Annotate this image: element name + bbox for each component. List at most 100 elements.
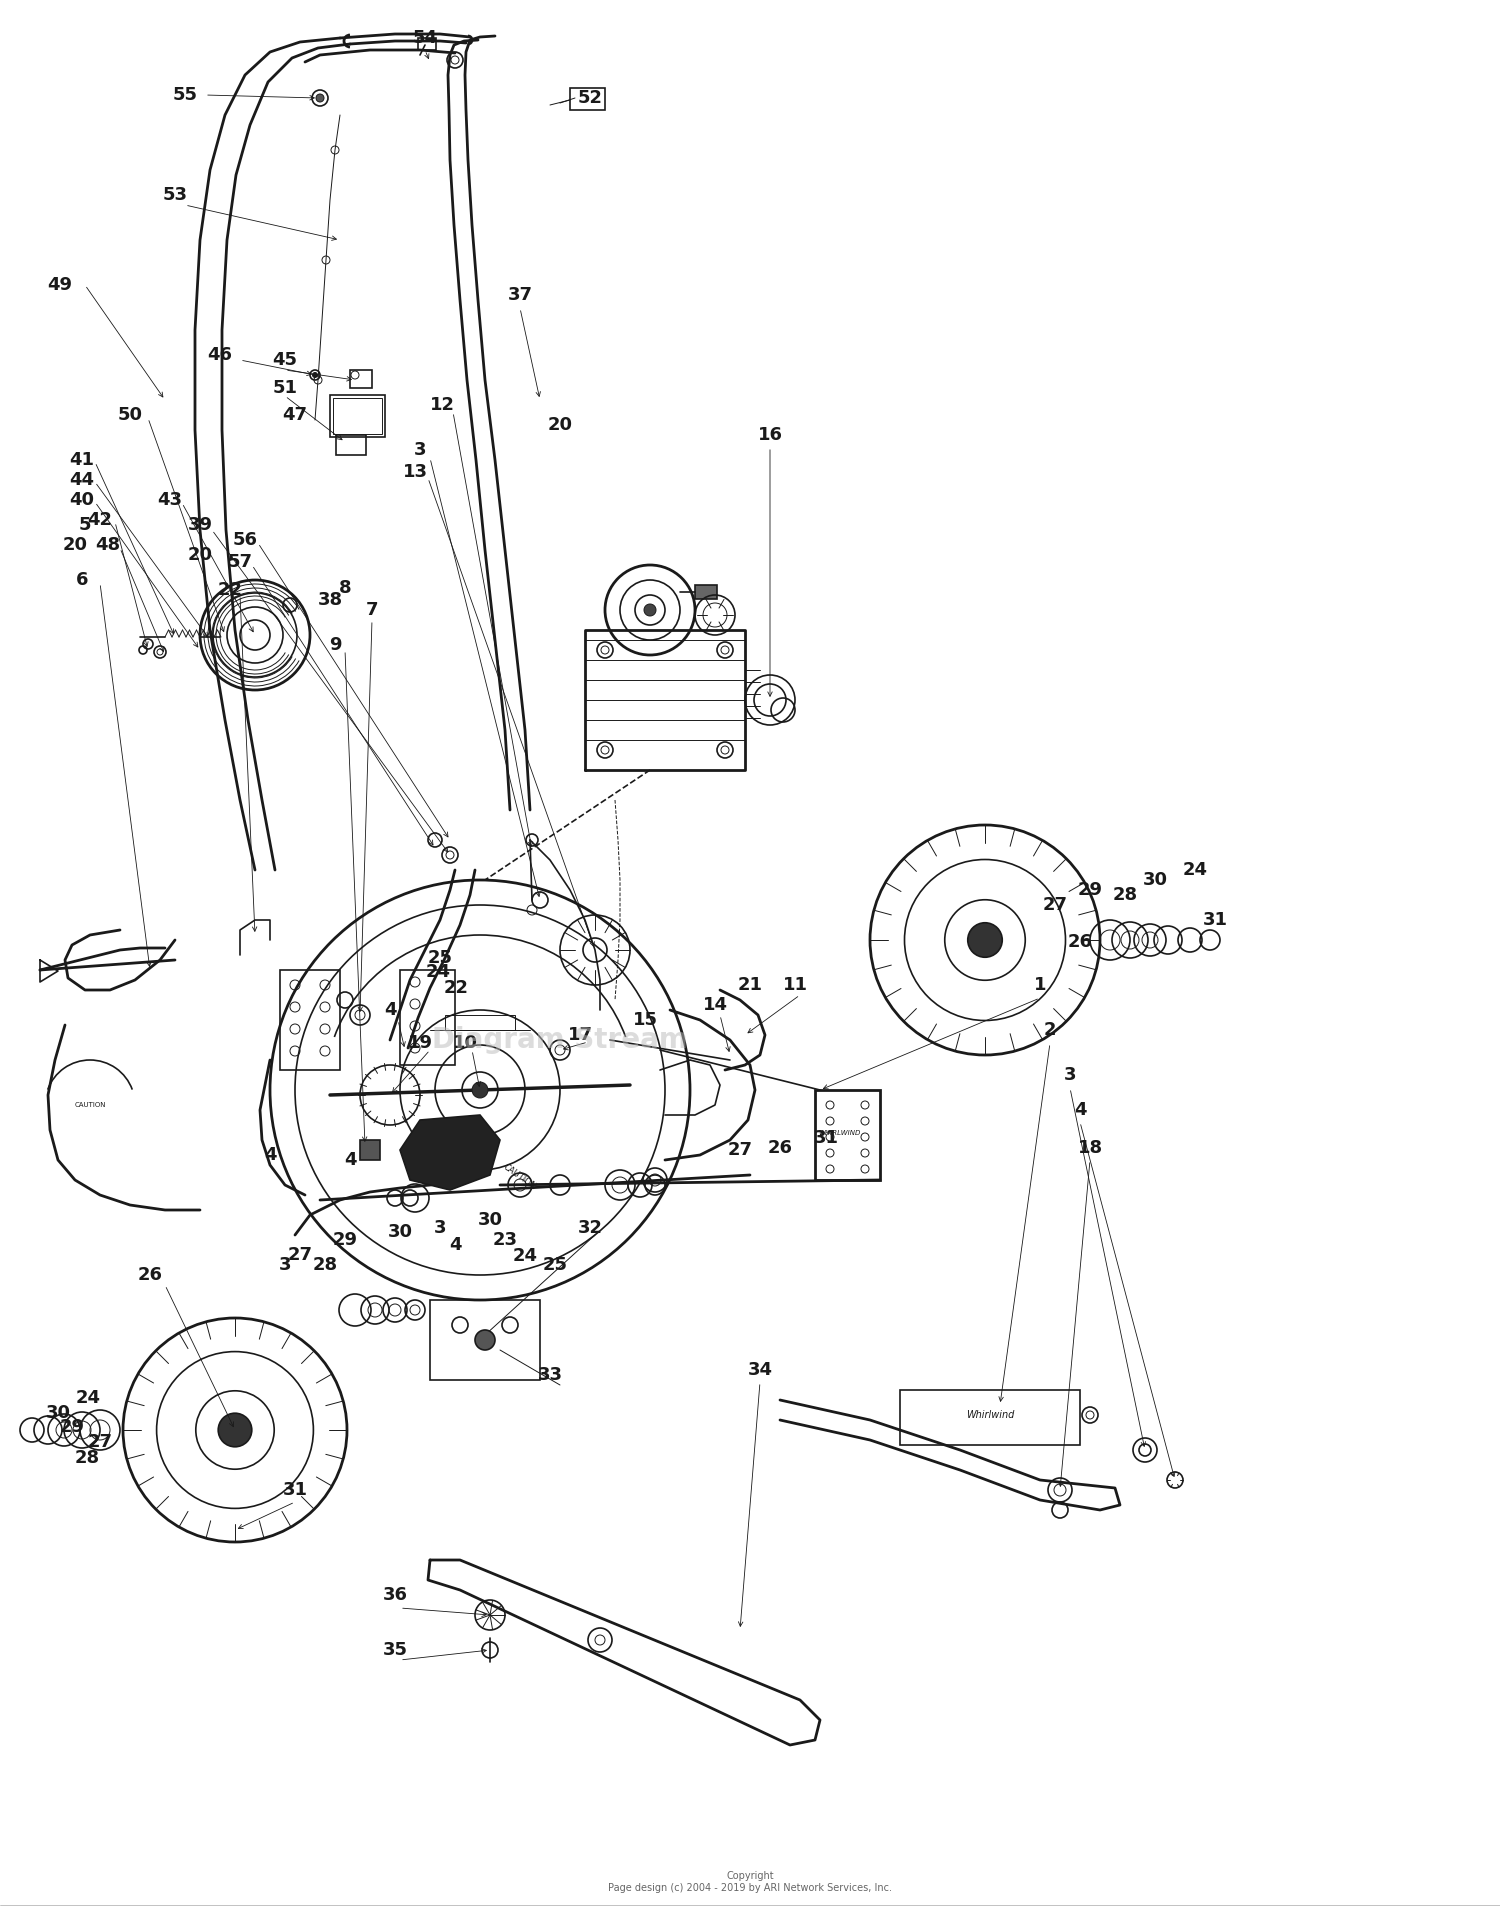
- Text: 20: 20: [63, 536, 87, 553]
- Text: 45: 45: [273, 350, 297, 369]
- Text: 46: 46: [207, 346, 232, 364]
- Text: 26: 26: [138, 1265, 162, 1284]
- Text: 22: 22: [217, 582, 243, 599]
- Circle shape: [316, 94, 324, 101]
- Bar: [336, 434, 366, 456]
- Text: 35: 35: [382, 1640, 408, 1659]
- Text: 5: 5: [78, 517, 92, 534]
- Text: Whirlwind: Whirlwind: [966, 1411, 1014, 1420]
- Text: 31: 31: [813, 1129, 838, 1146]
- Text: 20: 20: [548, 415, 573, 434]
- Text: 36: 36: [382, 1587, 408, 1604]
- Bar: [400, 970, 454, 1064]
- Text: 42: 42: [87, 511, 112, 528]
- Text: 22: 22: [444, 978, 468, 997]
- Text: 6: 6: [75, 570, 88, 590]
- Text: 16: 16: [758, 427, 783, 444]
- Text: 39: 39: [188, 517, 213, 534]
- Text: 11: 11: [783, 976, 807, 993]
- Text: 3: 3: [279, 1256, 291, 1275]
- Text: 4: 4: [264, 1146, 276, 1164]
- Text: 30: 30: [45, 1405, 70, 1422]
- Circle shape: [312, 373, 318, 377]
- Text: 27: 27: [1042, 896, 1068, 915]
- Text: 27: 27: [87, 1434, 112, 1451]
- Text: 25: 25: [543, 1256, 567, 1275]
- Text: Diagram Stream: Diagram Stream: [432, 1026, 688, 1055]
- Bar: [419, 38, 436, 50]
- Text: 4: 4: [384, 1001, 396, 1018]
- Text: 9: 9: [328, 635, 340, 655]
- Circle shape: [472, 1081, 488, 1099]
- Text: 50: 50: [117, 406, 142, 425]
- Text: 28: 28: [1113, 886, 1137, 903]
- Text: 41: 41: [69, 452, 94, 469]
- Text: 53: 53: [162, 186, 188, 205]
- Text: 24: 24: [75, 1390, 100, 1407]
- Text: 52: 52: [578, 88, 603, 107]
- Text: 31: 31: [1203, 911, 1227, 928]
- Text: 3: 3: [414, 440, 426, 459]
- Text: 47: 47: [282, 406, 308, 425]
- Text: 27: 27: [728, 1141, 753, 1160]
- Text: 49: 49: [48, 276, 72, 295]
- Circle shape: [476, 1330, 495, 1349]
- Text: 3: 3: [1064, 1066, 1077, 1083]
- Text: 34: 34: [747, 1361, 772, 1378]
- Bar: [280, 970, 340, 1070]
- Text: 18: 18: [1077, 1139, 1102, 1156]
- Text: Copyright
Page design (c) 2004 - 2019 by ARI Network Services, Inc.: Copyright Page design (c) 2004 - 2019 by…: [608, 1872, 892, 1893]
- Text: 29: 29: [1077, 880, 1102, 900]
- Polygon shape: [400, 1116, 500, 1191]
- Text: 23: 23: [492, 1231, 517, 1250]
- Text: 51: 51: [273, 379, 297, 396]
- Text: 26: 26: [768, 1139, 792, 1156]
- Bar: [815, 1089, 880, 1181]
- Text: CAUTION: CAUTION: [74, 1102, 105, 1108]
- Bar: [333, 398, 382, 434]
- Text: 10: 10: [453, 1034, 477, 1053]
- Text: 29: 29: [333, 1231, 357, 1250]
- Text: 48: 48: [96, 536, 120, 553]
- Text: 54: 54: [413, 29, 438, 48]
- Text: 57: 57: [228, 553, 252, 570]
- Text: 3: 3: [433, 1219, 447, 1236]
- Text: 20: 20: [188, 545, 213, 565]
- Text: 24: 24: [1182, 861, 1208, 879]
- Text: 30: 30: [1143, 871, 1167, 888]
- Text: 4: 4: [1074, 1101, 1086, 1120]
- Text: 38: 38: [318, 591, 342, 609]
- Text: 19: 19: [408, 1034, 432, 1053]
- Text: 13: 13: [402, 463, 427, 480]
- Text: 43: 43: [158, 492, 183, 509]
- Text: 30: 30: [477, 1212, 502, 1229]
- Text: 8: 8: [339, 580, 351, 597]
- Bar: [446, 1014, 514, 1030]
- Bar: [570, 88, 604, 109]
- Circle shape: [644, 605, 656, 616]
- Text: 30: 30: [387, 1223, 412, 1240]
- Text: 2: 2: [1044, 1020, 1056, 1039]
- Bar: [360, 1141, 380, 1160]
- Text: 4: 4: [344, 1150, 357, 1169]
- Text: 29: 29: [60, 1418, 84, 1436]
- Circle shape: [968, 923, 1002, 957]
- Text: 44: 44: [69, 471, 94, 488]
- Text: 56: 56: [232, 530, 258, 549]
- Text: 1: 1: [1034, 976, 1047, 993]
- Text: 14: 14: [702, 995, 727, 1014]
- Circle shape: [217, 1413, 252, 1447]
- Text: 28: 28: [75, 1449, 99, 1466]
- Text: 7: 7: [366, 601, 378, 618]
- Text: 17: 17: [567, 1026, 592, 1043]
- Text: 24: 24: [513, 1248, 537, 1265]
- Bar: [330, 394, 386, 436]
- Text: 25: 25: [427, 949, 453, 967]
- Text: 12: 12: [429, 396, 454, 413]
- Text: 40: 40: [69, 492, 94, 509]
- Text: 21: 21: [738, 976, 762, 993]
- Text: 37: 37: [507, 285, 532, 304]
- Text: 15: 15: [633, 1011, 657, 1030]
- Text: 55: 55: [172, 86, 198, 103]
- Text: 31: 31: [282, 1481, 308, 1499]
